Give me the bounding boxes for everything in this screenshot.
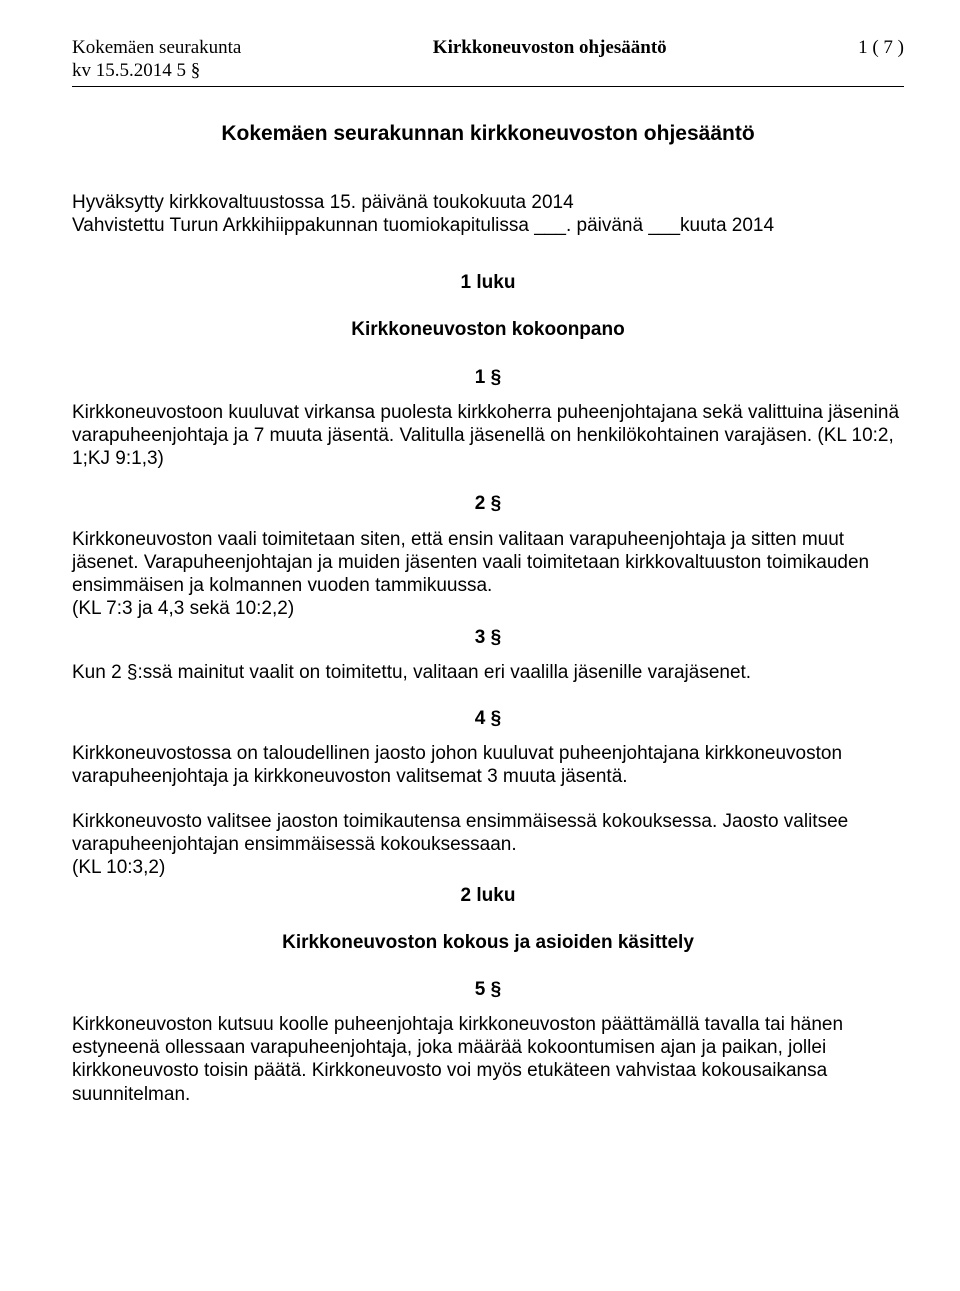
header-left: Kokemäen seurakunta kv 15.5.2014 5 § — [72, 36, 241, 82]
section-4-p2: Kirkkoneuvosto valitsee jaoston toimikau… — [72, 810, 904, 856]
section-3-body: Kun 2 §:ssä mainitut vaalit on toimitett… — [72, 661, 904, 684]
header-org: Kokemäen seurakunta — [72, 36, 241, 59]
header-page-number: 1 ( 7 ) — [858, 36, 904, 59]
header-center-title: Kirkkoneuvoston ohjesääntö — [241, 36, 858, 59]
header-meeting-ref: kv 15.5.2014 5 § — [72, 59, 241, 82]
approval-line-2: Vahvistettu Turun Arkkihiippakunnan tuom… — [72, 214, 904, 237]
section-5-body: Kirkkoneuvoston kutsuu koolle puheenjoht… — [72, 1013, 904, 1106]
chapter-2-title: Kirkkoneuvoston kokous ja asioiden käsit… — [72, 931, 904, 954]
section-2-body: Kirkkoneuvoston vaali toimitetaan siten,… — [72, 528, 904, 598]
section-1-no: 1 § — [72, 366, 904, 389]
section-2-ref: (KL 7:3 ja 4,3 sekä 10:2,2) — [72, 597, 904, 620]
page: Kokemäen seurakunta kv 15.5.2014 5 § Kir… — [0, 0, 960, 1291]
header-divider — [72, 86, 904, 87]
section-3-no: 3 § — [72, 626, 904, 649]
chapter-1-title: Kirkkoneuvoston kokoonpano — [72, 318, 904, 341]
chapter-1-no: 1 luku — [72, 271, 904, 294]
approval-line-1: Hyväksytty kirkkovaltuustossa 15. päivän… — [72, 191, 904, 214]
page-header: Kokemäen seurakunta kv 15.5.2014 5 § Kir… — [72, 36, 904, 82]
section-5-no: 5 § — [72, 978, 904, 1001]
section-4-p1: Kirkkoneuvostossa on taloudellinen jaost… — [72, 742, 904, 788]
chapter-2-no: 2 luku — [72, 884, 904, 907]
section-1-body: Kirkkoneuvostoon kuuluvat virkansa puole… — [72, 401, 904, 471]
approval-block: Hyväksytty kirkkovaltuustossa 15. päivän… — [72, 191, 904, 237]
section-2-no: 2 § — [72, 492, 904, 515]
section-4-no: 4 § — [72, 707, 904, 730]
section-4-ref: (KL 10:3,2) — [72, 856, 904, 879]
document-title: Kokemäen seurakunnan kirkkoneuvoston ohj… — [72, 121, 904, 147]
